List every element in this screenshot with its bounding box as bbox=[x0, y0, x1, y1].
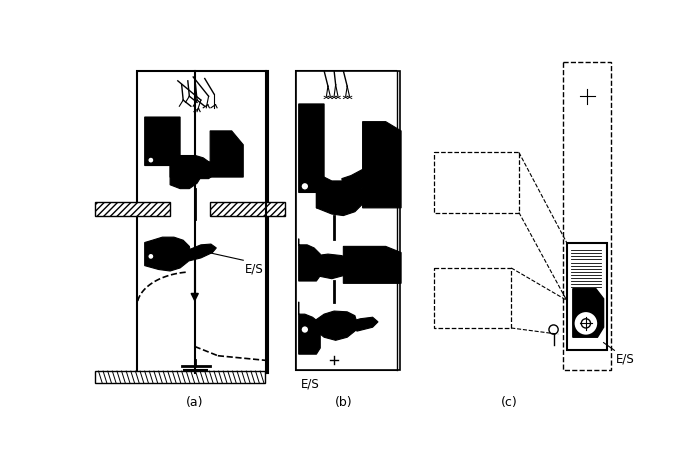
Polygon shape bbox=[299, 302, 321, 354]
Polygon shape bbox=[363, 122, 401, 208]
Bar bbox=[567, 242, 607, 350]
Bar bbox=[434, 153, 519, 212]
Text: E/S: E/S bbox=[616, 352, 635, 365]
Text: E/S: E/S bbox=[301, 377, 320, 390]
Polygon shape bbox=[316, 311, 357, 340]
Bar bbox=[137, 71, 268, 374]
Bar bbox=[95, 371, 265, 383]
Bar bbox=[210, 202, 285, 216]
Polygon shape bbox=[573, 289, 603, 337]
Circle shape bbox=[549, 325, 558, 334]
Text: (c): (c) bbox=[500, 396, 517, 409]
Text: (b): (b) bbox=[335, 396, 352, 409]
Bar bbox=[95, 202, 170, 216]
Circle shape bbox=[573, 311, 598, 336]
Polygon shape bbox=[342, 168, 378, 191]
Polygon shape bbox=[170, 155, 211, 189]
Polygon shape bbox=[299, 104, 332, 208]
Bar bbox=[295, 71, 400, 370]
Polygon shape bbox=[299, 239, 321, 281]
Circle shape bbox=[148, 253, 154, 260]
Text: E/S: E/S bbox=[245, 263, 263, 276]
Circle shape bbox=[301, 182, 309, 190]
Circle shape bbox=[301, 326, 309, 334]
Polygon shape bbox=[180, 244, 216, 262]
Bar bbox=[295, 71, 395, 370]
Polygon shape bbox=[344, 247, 401, 283]
Polygon shape bbox=[145, 117, 189, 183]
Polygon shape bbox=[316, 254, 351, 279]
Circle shape bbox=[148, 157, 154, 163]
Polygon shape bbox=[316, 173, 363, 216]
Polygon shape bbox=[145, 237, 191, 271]
Text: (a): (a) bbox=[186, 396, 204, 409]
Bar bbox=[563, 62, 610, 370]
Polygon shape bbox=[347, 317, 378, 331]
Polygon shape bbox=[188, 162, 220, 179]
Circle shape bbox=[581, 319, 591, 328]
Bar bbox=[434, 268, 511, 328]
Polygon shape bbox=[210, 131, 244, 177]
